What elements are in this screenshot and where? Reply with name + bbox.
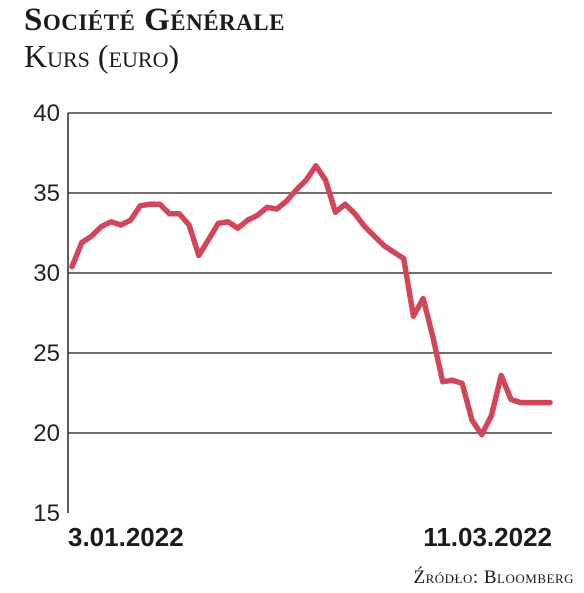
data-point [314,164,318,168]
y-axis: 40 35 30 25 20 15 [33,100,69,527]
x-axis: 3.01.2022 11.03.2022 [68,522,552,552]
data-point [470,418,474,422]
data-point [177,212,181,216]
data-point [519,401,523,405]
data-point [119,223,123,227]
data-point [197,253,201,257]
source-note: Źródło: Bloomberg [413,567,574,588]
data-point [333,210,337,214]
grid-lines [68,112,552,434]
chart-subtitle: Kurs (euro) [24,38,180,74]
y-tick-label: 40 [33,100,60,127]
y-tick-label: 20 [33,420,60,447]
data-point [372,234,376,238]
data-point [460,381,464,385]
data-point [294,188,298,192]
data-point [138,204,142,208]
data-point [421,297,425,301]
data-point [548,401,552,405]
data-point [538,401,542,405]
y-tick-label: 30 [33,260,60,287]
data-point [236,226,240,230]
data-point [353,212,357,216]
data-point [509,397,513,401]
data-point [285,199,289,203]
data-point [275,207,279,211]
data-point [450,378,454,382]
data-point [148,202,152,206]
data-point [255,213,259,217]
data-point [441,380,445,384]
x-tick-label-end: 11.03.2022 [423,522,552,552]
data-point [70,265,74,269]
data-point [411,314,415,318]
data-point [158,202,162,206]
y-tick-label: 25 [33,340,60,367]
data-point [99,225,103,229]
x-tick-label-start: 3.01.2022 [68,522,184,552]
data-point [246,218,250,222]
data-point [392,250,396,254]
data-point [216,221,220,225]
data-point [489,413,493,417]
data-point [168,212,172,216]
series-line [69,163,553,438]
chart-title: Société Générale [24,2,285,38]
data-point [402,257,406,261]
data-point [431,335,435,339]
series-layer [69,163,553,438]
data-point [129,218,133,222]
data-point [90,234,94,238]
data-point [324,178,328,182]
data-point [363,225,367,229]
data-point [480,433,484,437]
data-point [109,220,113,224]
y-tick-label: 15 [33,500,60,527]
data-point [382,244,386,248]
data-point [207,237,211,241]
data-point [528,401,532,405]
data-point [343,202,347,206]
data-point [226,220,230,224]
data-point [187,223,191,227]
data-point [499,373,503,377]
data-point [304,178,308,182]
y-tick-label: 35 [33,180,60,207]
data-point [265,205,269,209]
data-point [80,241,84,245]
